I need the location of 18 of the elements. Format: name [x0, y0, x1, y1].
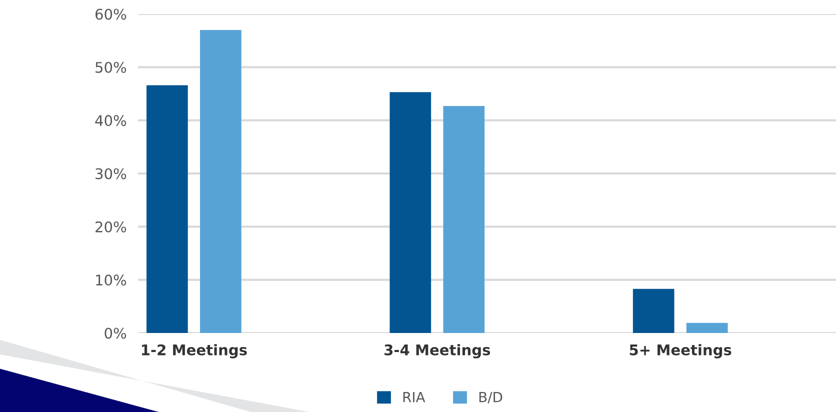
y-tick-label: 30% — [96, 168, 126, 180]
y-tick-label: 20% — [96, 221, 126, 232]
bar — [146, 85, 188, 333]
x-tick-label: 5+ Meetings — [630, 344, 732, 358]
y-tick-label: 50% — [96, 62, 126, 73]
x-tick-label: 1-2 Meetings — [142, 344, 247, 358]
x-tick-label: 3-4 Meetings — [384, 344, 490, 358]
legend-label: B/D — [479, 392, 502, 404]
bar — [632, 288, 674, 333]
y-tick-label: 10% — [96, 274, 126, 286]
y-tick-label: 40% — [95, 115, 126, 126]
bar — [443, 106, 485, 333]
bar — [686, 322, 728, 333]
y-tick-label: 0% — [104, 328, 126, 339]
bar — [390, 92, 432, 333]
bar — [200, 30, 242, 333]
y-tick-label: 60% — [95, 8, 126, 20]
legend-label: RIA — [403, 392, 426, 402]
